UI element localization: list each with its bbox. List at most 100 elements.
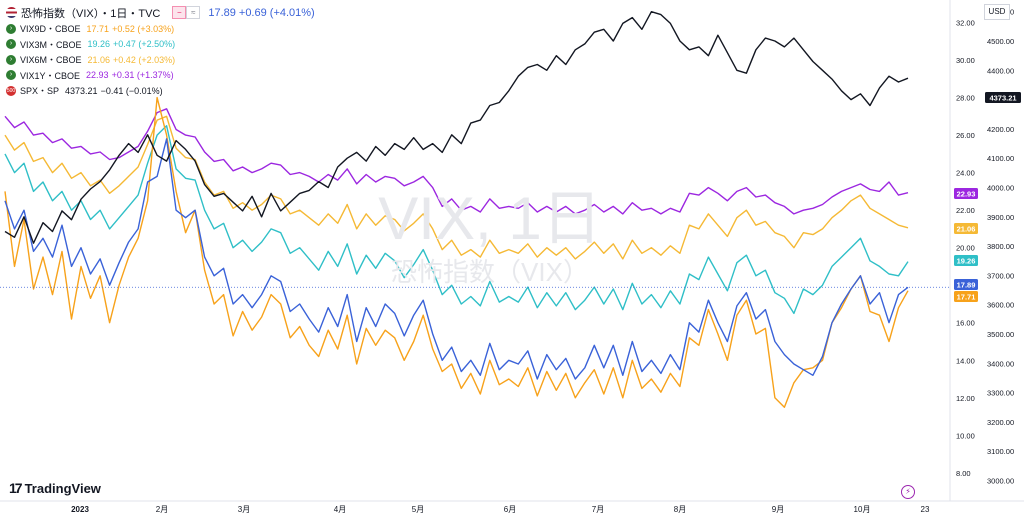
legend-change: +0.42 (+2.03%) [113, 54, 176, 65]
x-axis-tick-label: 3月 [238, 505, 250, 514]
main-price: 17.89 [208, 6, 236, 19]
right-axis-tick-label: 3600.00 [987, 301, 1014, 310]
main-values: 17.89 +0.69 (+4.01%) [208, 7, 314, 19]
right-axis-tick-label: 3700.00 [987, 271, 1014, 280]
right-axis-tick-label: 3100.00 [987, 447, 1014, 456]
legend-values: 4373.21 −0.41 (−0.01%) [65, 86, 163, 96]
last-value-badge [954, 291, 978, 302]
series-line-spx [4, 10, 909, 244]
right-axis-tick-label: 4500.00 [987, 37, 1014, 46]
legend-name[interactable]: VIX3M・CBOE [20, 39, 82, 50]
x-axis-tick-label: 8月 [674, 505, 686, 514]
right-axis-tick-label: 3500.00 [987, 330, 1014, 339]
left-axis-tick-label: 24.00 [956, 169, 975, 178]
legend-buttons: − ≈ [172, 6, 201, 19]
left-axis-tick-label: 28.00 [956, 94, 975, 103]
right-axis-tick-label: 3000.00 [987, 476, 1014, 485]
legend-row[interactable]: › VIX9D・CBOE 17.71 +0.52 (+3.03%) [6, 21, 315, 37]
compare-button[interactable]: ≈ [186, 6, 201, 19]
last-value-label: 4373.21 [989, 94, 1016, 103]
legend-main-row[interactable]: 恐怖指数（VIX）・1日・TVC − ≈ 17.89 +0.69 (+4.01%… [6, 4, 315, 21]
left-axis-tick-label: 30.00 [956, 56, 975, 65]
cboe-icon: › [6, 70, 16, 81]
legend: 恐怖指数（VIX）・1日・TVC − ≈ 17.89 +0.69 (+4.01%… [6, 4, 315, 99]
left-axis-tick-label: 10.00 [956, 431, 975, 440]
legend-values: 17.71 +0.52 (+3.03%) [87, 24, 175, 34]
legend-values: 19.26 +0.47 (+2.50%) [88, 39, 176, 49]
cboe-icon: › [6, 23, 16, 34]
legend-change: +0.52 (+3.03%) [112, 23, 175, 34]
series-line-vix6m [4, 115, 909, 260]
legend-change: +0.47 (+2.50%) [113, 39, 176, 50]
legend-change: −0.41 (−0.01%) [100, 85, 163, 96]
legend-price: 17.71 [86, 23, 110, 34]
last-value-badge [954, 255, 978, 266]
right-axis-tick-label: 3900.00 [987, 213, 1014, 222]
legend-price: 19.26 [87, 39, 111, 50]
right-axis-tick-label: 4400.00 [987, 66, 1014, 75]
left-axis-tick-label: 14.00 [956, 356, 975, 365]
last-value-label: 17.71 [957, 293, 976, 302]
x-axis-tick-label: 5月 [412, 505, 424, 514]
last-value-label: 17.89 [957, 281, 976, 290]
main-change: +0.69 (+4.01%) [238, 6, 315, 19]
legend-row[interactable]: › VIX6M・CBOE 21.06 +0.42 (+2.03%) [6, 52, 315, 68]
last-value-label: 21.06 [957, 225, 976, 234]
left-axis-tick-label: 16.00 [956, 319, 975, 328]
right-axis-tick-label: 3800.00 [987, 242, 1014, 251]
left-axis-tick-label: 22.00 [956, 206, 975, 215]
legend-row[interactable]: › VIX3M・CBOE 19.26 +0.47 (+2.50%) [6, 37, 315, 53]
x-axis-tick-label: 4月 [334, 505, 346, 514]
sp500-icon: 500 [6, 85, 16, 96]
legend-values: 22.93 +0.31 (+1.37%) [86, 70, 174, 80]
left-axis-tick-label: 32.00 [956, 19, 975, 28]
tradingview-logo-icon: 17 [9, 480, 23, 496]
lightning-icon[interactable]: ⚡ [901, 485, 915, 499]
legend-price: 4373.21 [65, 85, 98, 96]
legend-price: 22.93 [86, 70, 109, 81]
us-flag-icon [6, 7, 17, 18]
x-axis-tick-label: 9月 [772, 505, 784, 514]
legend-row[interactable]: 500 SPX・SP 4373.21 −0.41 (−0.01%) [6, 83, 315, 99]
right-axis-tick-label: 3300.00 [987, 389, 1014, 398]
legend-name[interactable]: VIX9D・CBOE [20, 24, 81, 35]
x-axis-tick-label: 2023 [71, 505, 89, 514]
tradingview-logo[interactable]: 17 TradingView [9, 480, 101, 496]
legend-name[interactable]: VIX6M・CBOE [20, 55, 82, 66]
series-line-vix3m [4, 124, 909, 315]
last-value-badge [954, 188, 978, 199]
last-value-label: 19.26 [957, 257, 976, 266]
last-value-label: 22.93 [957, 190, 976, 199]
legend-name[interactable]: VIX1Y・CBOE [20, 70, 81, 81]
legend-name[interactable]: SPX・SP [20, 86, 60, 97]
right-axis-tick-label: 4000.00 [987, 184, 1014, 193]
logo-text: TradingView [24, 480, 101, 496]
left-axis-tick-label: 12.00 [956, 394, 975, 403]
right-axis-tick-label: 4200.00 [987, 125, 1014, 134]
legend-values: 21.06 +0.42 (+2.03%) [88, 55, 176, 65]
right-axis-tick-label: 4100.00 [987, 154, 1014, 163]
main-symbol-name[interactable]: 恐怖指数（VIX）・1日・TVC [21, 7, 161, 20]
right-axis-tick-label: 3200.00 [987, 418, 1014, 427]
last-value-badge [954, 279, 978, 290]
left-axis-tick-label: 20.00 [956, 244, 975, 253]
left-axis-tick-label: 8.00 [956, 469, 971, 478]
legend-row[interactable]: › VIX1Y・CBOE 22.93 +0.31 (+1.37%) [6, 68, 315, 84]
cboe-icon: › [6, 39, 16, 50]
left-axis-tick-label: 26.00 [956, 131, 975, 140]
currency-button[interactable]: USD [984, 4, 1010, 20]
legend-price: 21.06 [87, 54, 111, 65]
x-axis-tick-label: 10月 [854, 505, 871, 514]
x-axis-tick-label: 23 [921, 505, 930, 514]
x-axis-tick-label: 2月 [156, 505, 168, 514]
series-line-vix9d [4, 96, 909, 408]
right-axis-tick-label: 3400.00 [987, 359, 1014, 368]
series-line-vix [4, 138, 909, 380]
last-value-badge [954, 223, 978, 234]
x-axis-tick-label: 6月 [504, 505, 516, 514]
legend-change: +0.31 (+1.37%) [111, 70, 174, 81]
last-value-badge [985, 92, 1021, 103]
minus-icon[interactable]: − [172, 6, 187, 19]
cboe-icon: › [6, 54, 16, 65]
